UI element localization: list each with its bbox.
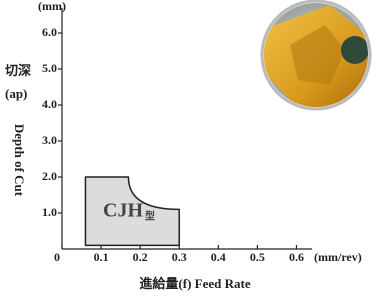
product-photo [262, 0, 372, 110]
y-tick-label: 4.0 [42, 97, 57, 111]
x-tick-label: 0.1 [94, 250, 109, 264]
y-unit: (mm) [38, 0, 66, 13]
y-title-cn: 切深 [5, 63, 31, 78]
x-tick-label: 0.3 [172, 250, 187, 264]
y-tick-label: 3.0 [42, 133, 57, 147]
y-tick-label: 1.0 [42, 205, 57, 219]
x-tick-label: 0.4 [211, 250, 226, 264]
chart: (mm) (mm/rev) 切深 (ap) Depth of Cut 進給量(f… [0, 0, 376, 299]
region-label: CJH 型 [103, 200, 155, 223]
y-tick-label: 6.0 [42, 25, 57, 39]
x-tick-label: 0 [54, 250, 60, 264]
region-label-main: CJH [103, 200, 143, 222]
y-title-abbr: (ap) [5, 86, 27, 101]
x-title: 進給量(f) Feed Rate [139, 276, 250, 291]
y-tick-label: 2.0 [42, 169, 57, 183]
x-unit: (mm/rev) [314, 250, 362, 264]
x-tick-label: 0.2 [133, 250, 148, 264]
region-label-sub: 型 [145, 209, 155, 222]
x-tick-label: 0.5 [250, 250, 265, 264]
y-tick-label: 5.0 [42, 61, 57, 75]
x-tick-label: 0.6 [289, 250, 304, 264]
y-title: Depth of Cut [12, 124, 27, 197]
